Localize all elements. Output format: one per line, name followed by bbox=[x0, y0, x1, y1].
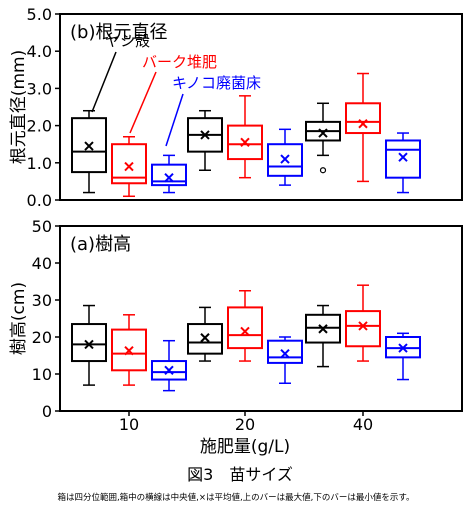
mean-marker bbox=[240, 326, 250, 337]
y-tick-label: 3.0 bbox=[27, 79, 52, 98]
box-キノコ廃菌床-20 bbox=[267, 336, 303, 384]
iqr-box bbox=[385, 139, 421, 179]
y-tick-label: 0 bbox=[42, 402, 52, 421]
box-バーク堆肥-40 bbox=[345, 72, 381, 183]
y-tick-label: 4.0 bbox=[27, 42, 52, 61]
plot-frame bbox=[59, 225, 463, 412]
iqr-box bbox=[227, 306, 263, 350]
mean-marker bbox=[164, 365, 174, 376]
x-tick-label: 10 bbox=[119, 415, 139, 434]
box-ヤシ殻-40 bbox=[305, 304, 341, 368]
panel-title: (b)根元直径 bbox=[70, 22, 167, 43]
legend-label-バーク堆肥: バーク堆肥 bbox=[142, 53, 217, 71]
mean-marker bbox=[124, 345, 134, 356]
plot-frame bbox=[59, 13, 463, 201]
box-ヤシ殻-10 bbox=[71, 304, 107, 386]
y-tick-label: 50 bbox=[32, 217, 52, 236]
y-tick-label: 5.0 bbox=[27, 5, 52, 24]
mean-marker bbox=[398, 152, 408, 162]
box-ヤシ殻-40 bbox=[305, 102, 341, 174]
box-バーク堆肥-20 bbox=[227, 95, 263, 179]
y-tick-label: 2.0 bbox=[27, 117, 52, 136]
mean-marker bbox=[280, 348, 290, 359]
x-tick-label: 20 bbox=[235, 415, 255, 434]
mean-marker bbox=[84, 339, 94, 350]
legend-leader-ヤシ殻 bbox=[91, 51, 117, 113]
iqr-box bbox=[267, 339, 303, 364]
mean-marker bbox=[358, 321, 368, 331]
mean-marker bbox=[398, 343, 408, 353]
iqr-box bbox=[227, 124, 263, 161]
figure-caption: 図3 苗サイズ bbox=[187, 465, 293, 484]
mean-marker bbox=[200, 333, 210, 343]
y-tick-label: 1.0 bbox=[27, 154, 52, 173]
box-キノコ廃菌床-10 bbox=[151, 154, 187, 194]
y-tick-label: 10 bbox=[32, 365, 52, 384]
y-tick-label: 40 bbox=[32, 254, 52, 273]
mean-marker bbox=[318, 324, 328, 334]
y-axis-label: 根元直径(mm) bbox=[9, 50, 29, 164]
iqr-box bbox=[345, 102, 381, 135]
figure-note: 箱は四分位範囲,箱中の横線は中央値,×は平均値,上のバーは最大値,下のバーは最小… bbox=[57, 492, 414, 503]
x-tick-label: 40 bbox=[353, 415, 373, 434]
panel-b-chart: 0.0 1.0 2.0 3.0 4.0 5.0 根元直径(mm) (b)根元直径ヤシ殻バーク堆… bbox=[9, 5, 463, 210]
iqr-box bbox=[71, 323, 107, 363]
box-バーク堆肥-10 bbox=[111, 136, 147, 198]
iqr-box bbox=[151, 163, 187, 187]
outlier-point bbox=[319, 167, 327, 174]
y-tick-label: 30 bbox=[32, 291, 52, 310]
box-バーク堆肥-20 bbox=[227, 290, 263, 362]
panel-title: (a)樹高 bbox=[70, 234, 131, 255]
legend-leader-バーク堆肥 bbox=[129, 71, 157, 134]
y-tick-label: 0.0 bbox=[27, 191, 52, 210]
box-キノコ廃菌床-20 bbox=[267, 128, 303, 186]
mean-marker bbox=[164, 172, 174, 183]
mean-marker bbox=[84, 141, 94, 151]
box-キノコ廃菌床-40 bbox=[385, 332, 421, 381]
iqr-box bbox=[345, 310, 381, 348]
mean-marker bbox=[124, 161, 134, 172]
legend-leader-キノコ廃菌床 bbox=[165, 93, 184, 147]
mean-marker bbox=[318, 128, 328, 138]
y-axis-label: 樹高(cm) bbox=[9, 282, 29, 355]
legend-label-ヤシ殻: ヤシ殻 bbox=[105, 32, 150, 50]
box-バーク堆肥-40 bbox=[345, 284, 381, 362]
legend-label-キノコ廃菌床: キノコ廃菌床 bbox=[172, 74, 261, 92]
mean-marker bbox=[240, 137, 250, 148]
y-tick-label: 20 bbox=[32, 328, 52, 347]
box-ヤシ殻-10 bbox=[71, 109, 107, 194]
box-キノコ廃菌床-40 bbox=[385, 132, 421, 194]
x-axis-label: 施肥量(g/L) bbox=[200, 437, 290, 457]
box-ヤシ殻-20 bbox=[187, 109, 223, 171]
mean-marker bbox=[280, 154, 290, 164]
box-キノコ廃菌床-10 bbox=[151, 339, 187, 392]
mean-marker bbox=[200, 130, 210, 140]
panel-a-chart: 0 10 20 30 40 50 樹高(cm) (a)樹高 10 20 40 bbox=[9, 217, 463, 434]
box-ヤシ殻-20 bbox=[187, 306, 223, 362]
mean-marker bbox=[358, 119, 368, 129]
box-バーク堆肥-10 bbox=[111, 314, 147, 386]
